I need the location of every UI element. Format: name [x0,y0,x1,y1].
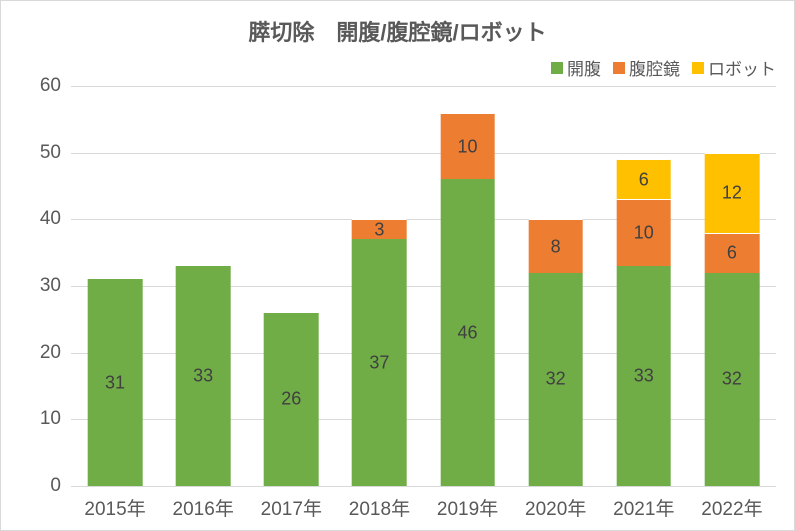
bar-seg-lap: 10 [617,199,672,266]
bar-value-label: 10 [440,136,495,157]
bar-stack: 33 10 6 [617,159,672,486]
legend-swatch-robot [692,62,704,74]
bar-stack: 46 10 [440,113,495,486]
y-tick-label: 50 [40,142,61,164]
x-tick-label: 2018年 [335,494,423,521]
bar-slot: 3732018年 [335,86,423,486]
chart-container: 膵切除 開腹/腹腔鏡/ロボット 開腹腹腔鏡ロボット 0102030405060 … [0,0,795,531]
legend-item-robot: ロボット [692,55,776,80]
bar-stack: 33 [176,266,231,486]
bar-value-label: 33 [617,366,672,387]
bar-seg-lap: 8 [528,219,583,272]
legend-swatch-lap [613,62,625,74]
legend-label-robot: ロボット [708,55,776,80]
x-tick-label: 2020年 [512,494,600,521]
bar-seg-open: 46 [440,179,495,486]
bar-stack: 31 [88,279,143,486]
bar-slot: 331062021年 [600,86,688,486]
bar-seg-open: 37 [352,239,407,486]
bar-slot: 312015年 [71,86,159,486]
bar-seg-open: 32 [705,273,760,486]
chart-title: 膵切除 開腹/腹腔鏡/ロボット [1,15,794,47]
bar-seg-open: 33 [617,266,672,486]
x-tick-label: 2022年 [688,494,776,521]
bar-value-label: 32 [528,369,583,390]
bar-slot: 262017年 [247,86,335,486]
bar-seg-open: 33 [176,266,231,486]
bar-value-label: 32 [705,369,760,390]
bar-seg-lap: 10 [440,113,495,180]
bar-value-label: 10 [617,223,672,244]
bar-seg-lap: 6 [705,233,760,273]
y-tick-label: 60 [40,75,61,97]
bar-value-label: 31 [88,372,143,393]
y-tick-label: 30 [40,275,61,297]
bar-slot: 46102019年 [424,86,512,486]
bars: 312015年332016年262017年3732018年46102019年32… [71,86,776,486]
x-tick-label: 2016年 [159,494,247,521]
y-tick-label: 10 [40,408,61,430]
bar-slot: 3282020年 [512,86,600,486]
bar-seg-open: 31 [88,279,143,486]
x-tick-label: 2017年 [247,494,335,521]
bar-seg-open: 26 [264,313,319,486]
bar-value-label: 6 [617,169,672,190]
gridline [71,486,776,487]
bar-seg-robot: 12 [705,153,760,233]
legend-swatch-open [551,62,563,74]
legend: 開腹 腹腔鏡 ロボット [551,55,776,80]
bar-value-label: 37 [352,352,407,373]
bar-stack: 26 [264,313,319,486]
bar-value-label: 12 [705,183,760,204]
y-tick-label: 20 [40,342,61,364]
legend-item-open: 開腹 [551,55,601,80]
bar-slot: 332016年 [159,86,247,486]
bar-stack: 37 3 [352,219,407,486]
bar-value-label: 8 [528,236,583,257]
y-tick-label: 40 [40,208,61,230]
bar-stack: 32 6 12 [705,153,760,486]
bar-seg-lap: 3 [352,219,407,239]
bar-value-label: 6 [705,243,760,264]
bar-stack: 32 8 [528,219,583,486]
bar-seg-open: 32 [528,273,583,486]
x-tick-label: 2021年 [600,494,688,521]
bar-value-label: 46 [440,322,495,343]
bar-value-label: 26 [264,389,319,410]
y-tick-label: 0 [50,475,61,497]
bar-seg-robot: 6 [617,159,672,199]
bar-slot: 326122022年 [688,86,776,486]
bar-value-label: 3 [352,219,407,240]
legend-label-lap: 腹腔鏡 [629,55,680,80]
x-tick-label: 2015年 [71,494,159,521]
bar-value-label: 33 [176,366,231,387]
legend-item-lap: 腹腔鏡 [613,55,680,80]
legend-label-open: 開腹 [567,55,601,80]
x-tick-label: 2019年 [424,494,512,521]
plot-area: 0102030405060 312015年332016年262017年37320… [71,86,776,486]
